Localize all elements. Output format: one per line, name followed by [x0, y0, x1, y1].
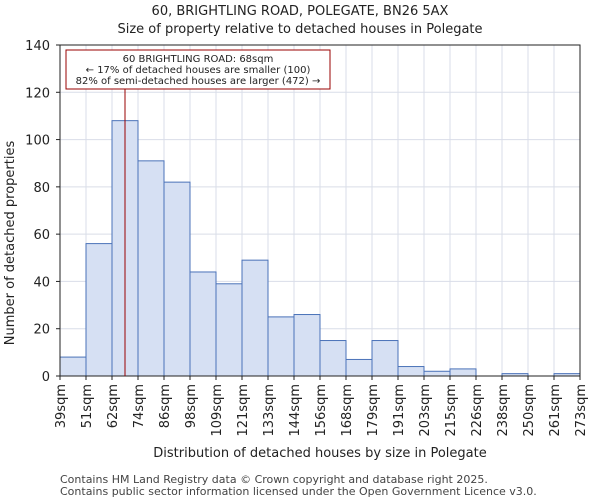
x-tick-label: 203sqm [418, 384, 433, 437]
x-tick-label: 261sqm [548, 384, 563, 437]
x-tick-label: 51sqm [80, 384, 95, 428]
x-tick-label: 74sqm [132, 384, 147, 428]
footer-line-2: Contains public sector information licen… [60, 485, 537, 498]
x-tick-label: 144sqm [288, 384, 303, 437]
bar [59, 356, 87, 377]
x-tick-label: 133sqm [262, 384, 277, 437]
annotation-line-2: ← 17% of detached houses are smaller (10… [86, 65, 311, 76]
x-tick-label: 86sqm [158, 384, 173, 428]
bar [241, 259, 269, 377]
annotation-box [65, 49, 331, 90]
bar [345, 358, 373, 377]
x-tick-label: 62sqm [106, 384, 121, 428]
x-tick-label: 250sqm [522, 384, 537, 437]
x-tick-label: 226sqm [470, 384, 485, 437]
x-tick-label: 156sqm [314, 384, 329, 437]
x-tick-label: 168sqm [340, 384, 355, 437]
bar [449, 368, 477, 377]
bar [397, 366, 425, 377]
y-tick-label: 120 [25, 86, 50, 101]
bar [371, 340, 399, 377]
footer-line-1: Contains HM Land Registry data © Crown c… [60, 473, 488, 486]
bar [189, 271, 217, 377]
y-tick-label: 0 [42, 370, 50, 385]
x-tick-label: 109sqm [210, 384, 225, 437]
x-tick-label: 121sqm [236, 384, 251, 437]
chart-subtitle: Size of property relative to detached ho… [117, 22, 482, 37]
bar [163, 181, 191, 377]
y-tick-label: 80 [33, 181, 50, 196]
bar [215, 283, 243, 377]
bar [319, 340, 347, 377]
y-tick-label: 60 [33, 228, 50, 243]
x-tick-label: 179sqm [366, 384, 381, 437]
bar [137, 160, 165, 377]
y-axis-ticks: 0 20 40 60 80 100 120 140 [25, 39, 60, 385]
x-axis-label: Distribution of detached houses by size … [153, 446, 486, 461]
y-axis-label: Number of detached properties [3, 141, 18, 346]
x-tick-label: 191sqm [392, 384, 407, 437]
y-tick-label: 140 [25, 39, 50, 54]
y-tick-label: 20 [33, 323, 50, 338]
x-tick-label: 39sqm [54, 384, 69, 428]
x-tick-label: 98sqm [184, 384, 199, 428]
annotation-line-3: 82% of semi-detached houses are larger (… [76, 76, 321, 87]
annotation-line-1: 60 BRIGHTLING ROAD: 68sqm [123, 54, 274, 65]
x-tick-label: 238sqm [496, 384, 511, 437]
x-tick-label: 215sqm [444, 384, 459, 437]
y-tick-label: 40 [33, 275, 50, 290]
x-axis-ticks: 39sqm 51sqm 62sqm 74sqm 86sqm 98sqm 109sqm 121s… [54, 376, 589, 437]
chart-title: 60, BRIGHTLING ROAD, POLEGATE, BN26 5AX [152, 4, 449, 19]
bar [423, 370, 451, 377]
y-tick-label: 100 [25, 134, 50, 149]
bar [293, 314, 321, 377]
x-tick-label: 273sqm [574, 384, 589, 437]
bar [85, 243, 113, 377]
bar [267, 316, 295, 377]
